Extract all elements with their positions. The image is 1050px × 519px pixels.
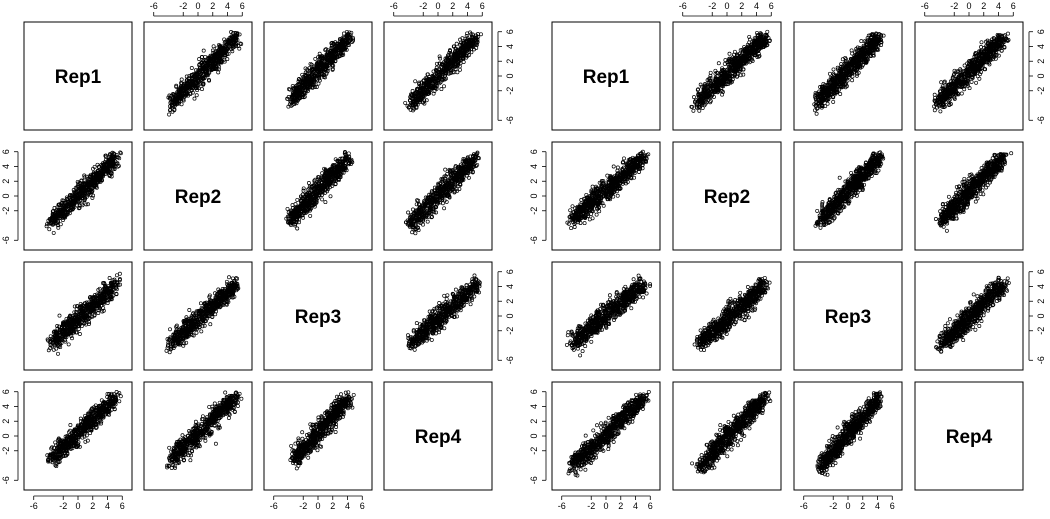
data-point xyxy=(317,51,322,56)
data-point xyxy=(198,73,203,78)
data-point xyxy=(186,85,191,90)
data-point xyxy=(207,78,212,83)
data-point xyxy=(214,51,219,56)
data-point xyxy=(212,62,217,67)
panel-rep1-rep3 xyxy=(263,21,373,131)
data-point xyxy=(233,41,238,46)
data-point xyxy=(223,51,228,56)
data-point xyxy=(229,47,234,52)
data-point xyxy=(205,73,210,78)
data-point xyxy=(199,55,204,60)
data-point xyxy=(217,57,222,62)
variable-label: Rep1 xyxy=(55,67,102,88)
data-point xyxy=(167,93,172,98)
data-point xyxy=(190,76,195,81)
data-point xyxy=(222,46,227,51)
data-point xyxy=(223,47,228,52)
data-point xyxy=(203,69,208,74)
data-point xyxy=(194,81,199,86)
data-point xyxy=(187,73,192,78)
data-point xyxy=(179,77,184,82)
panel-frame xyxy=(143,21,253,131)
data-point xyxy=(173,99,178,104)
data-point xyxy=(167,96,172,101)
data-point xyxy=(194,93,199,98)
variable-label: Rep2 xyxy=(175,187,221,208)
data-point xyxy=(201,57,206,62)
data-point xyxy=(231,31,236,35)
panel-rep2-rep2: Rep2 xyxy=(143,141,253,251)
panel-rep1-rep2 xyxy=(143,21,253,131)
data-point xyxy=(180,93,185,98)
data-point xyxy=(218,51,223,56)
panel-rep1-rep1: Rep1 xyxy=(23,21,133,131)
data-point xyxy=(186,80,191,85)
data-point xyxy=(168,96,173,101)
data-point xyxy=(178,84,183,89)
data-point xyxy=(192,96,197,101)
data-point xyxy=(172,107,177,112)
data-point xyxy=(197,57,202,62)
data-point xyxy=(202,66,207,71)
diagonal-panel-frame xyxy=(23,21,133,131)
scatter-points xyxy=(285,29,355,109)
data-point xyxy=(189,66,194,70)
data-point xyxy=(191,85,196,90)
data-point xyxy=(217,67,221,72)
data-point xyxy=(184,74,189,79)
data-point xyxy=(169,103,174,108)
data-point xyxy=(209,65,214,70)
data-point xyxy=(189,73,194,77)
data-point xyxy=(174,84,179,89)
data-point xyxy=(225,52,229,57)
scatter-points xyxy=(166,30,244,117)
data-point xyxy=(188,92,193,96)
data-point xyxy=(184,78,189,83)
data-point xyxy=(168,107,173,112)
data-point xyxy=(349,30,354,35)
data-point xyxy=(308,61,313,66)
data-point xyxy=(196,76,201,81)
data-point xyxy=(181,97,186,102)
data-point xyxy=(204,64,209,69)
data-point xyxy=(190,80,195,85)
data-point xyxy=(167,112,172,117)
data-point xyxy=(216,55,221,60)
data-point xyxy=(226,42,231,47)
data-point xyxy=(230,36,235,41)
data-point xyxy=(233,36,238,40)
data-point xyxy=(237,32,242,37)
data-point xyxy=(202,75,207,80)
data-point xyxy=(209,56,214,61)
data-point xyxy=(208,67,213,72)
data-point xyxy=(180,92,185,97)
data-point xyxy=(212,54,217,59)
data-point xyxy=(193,75,197,80)
data-point xyxy=(201,82,206,87)
data-point xyxy=(195,69,200,74)
data-point xyxy=(200,87,204,92)
data-point xyxy=(211,44,216,49)
data-point xyxy=(218,44,223,49)
data-point xyxy=(238,41,243,46)
data-point xyxy=(225,42,229,47)
data-point xyxy=(226,40,231,44)
data-point xyxy=(201,48,206,53)
data-point xyxy=(219,60,224,65)
data-point xyxy=(323,47,328,52)
data-point xyxy=(230,49,235,54)
data-point xyxy=(200,76,205,81)
data-point xyxy=(324,47,328,52)
data-point xyxy=(217,43,222,48)
data-point xyxy=(229,30,234,34)
data-point xyxy=(196,86,201,91)
data-point xyxy=(231,45,236,50)
data-point xyxy=(226,51,231,56)
